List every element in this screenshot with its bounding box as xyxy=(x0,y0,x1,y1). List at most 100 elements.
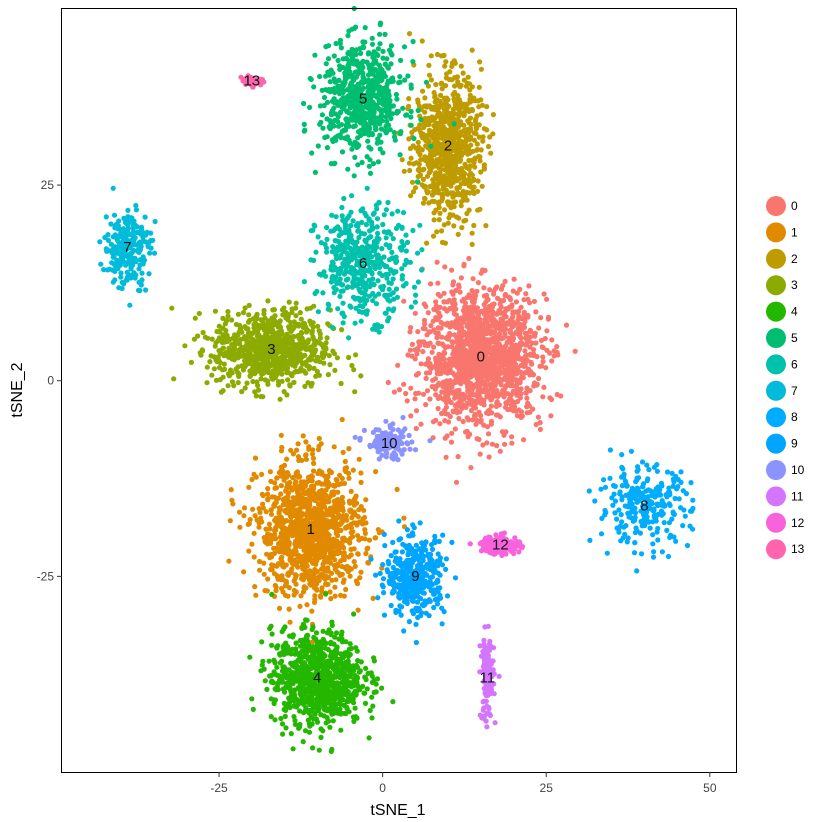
data-point xyxy=(275,643,281,649)
data-point xyxy=(290,550,296,556)
data-point xyxy=(455,190,461,196)
data-point xyxy=(500,283,506,289)
data-point xyxy=(337,706,343,712)
data-point xyxy=(261,571,267,577)
data-point xyxy=(312,505,318,512)
data-point xyxy=(362,700,369,707)
data-point xyxy=(512,399,518,406)
data-point xyxy=(317,340,323,346)
data-point xyxy=(256,506,262,512)
data-point xyxy=(484,394,490,400)
data-point xyxy=(466,120,472,126)
data-point xyxy=(471,222,477,229)
data-point xyxy=(360,683,366,690)
data-point xyxy=(316,747,322,753)
data-point xyxy=(225,383,231,389)
data-point xyxy=(516,407,522,413)
data-point xyxy=(469,157,475,163)
data-point xyxy=(273,499,279,505)
data-point xyxy=(537,426,544,432)
data-point xyxy=(448,190,454,196)
data-point xyxy=(265,491,271,497)
data-point xyxy=(489,441,496,447)
data-point xyxy=(353,352,359,358)
data-point xyxy=(277,540,283,546)
data-point xyxy=(241,505,248,511)
data-point xyxy=(329,489,335,495)
data-point xyxy=(307,489,313,495)
data-point xyxy=(277,396,283,402)
data-point xyxy=(346,475,352,481)
data-point xyxy=(423,133,429,139)
data-point xyxy=(434,229,440,235)
data-point xyxy=(441,207,448,213)
data-point xyxy=(335,513,341,519)
data-point xyxy=(355,533,361,539)
data-point xyxy=(249,541,255,547)
data-point xyxy=(442,63,448,69)
data-point xyxy=(511,276,517,282)
data-point xyxy=(260,505,266,511)
data-point xyxy=(469,241,475,247)
data-point xyxy=(297,721,303,728)
data-point xyxy=(420,200,427,206)
data-point xyxy=(220,315,226,321)
data-point xyxy=(434,259,440,265)
data-point xyxy=(226,373,232,379)
data-point xyxy=(346,354,352,361)
data-point xyxy=(318,494,324,500)
data-point xyxy=(451,348,457,354)
data-point xyxy=(408,155,414,161)
data-point xyxy=(436,340,442,346)
data-point xyxy=(327,362,333,368)
data-point xyxy=(246,484,252,490)
data-point xyxy=(538,315,544,321)
data-point xyxy=(466,255,472,262)
data-point xyxy=(456,399,463,405)
data-point xyxy=(477,451,483,457)
data-point xyxy=(306,446,312,452)
data-point xyxy=(347,507,353,514)
data-point xyxy=(446,161,452,167)
data-point xyxy=(422,321,428,327)
data-point xyxy=(439,389,445,395)
data-point xyxy=(515,354,522,360)
data-point xyxy=(323,591,329,597)
data-point xyxy=(527,344,533,350)
data-point xyxy=(318,503,324,509)
data-point xyxy=(537,363,543,369)
data-point xyxy=(470,177,477,183)
data-point xyxy=(244,339,250,345)
data-point xyxy=(428,53,434,59)
data-point xyxy=(515,308,522,314)
data-point xyxy=(239,389,245,395)
data-point xyxy=(331,703,337,710)
data-point xyxy=(362,690,368,696)
data-point xyxy=(558,393,564,399)
data-point xyxy=(395,362,401,368)
data-point xyxy=(448,305,455,311)
data-point xyxy=(415,173,421,180)
data-point xyxy=(385,379,391,386)
data-point xyxy=(479,183,485,189)
data-point xyxy=(295,369,301,375)
data-point xyxy=(313,373,319,379)
data-point xyxy=(446,333,452,340)
data-point xyxy=(285,313,291,319)
data-point xyxy=(373,469,379,475)
data-point xyxy=(457,122,464,128)
data-point xyxy=(484,440,490,446)
data-point xyxy=(509,434,515,440)
data-point xyxy=(474,309,480,315)
data-point xyxy=(515,365,521,371)
data-point xyxy=(256,334,262,341)
data-point xyxy=(353,714,359,720)
data-point xyxy=(396,387,403,393)
data-point xyxy=(311,515,317,521)
data-point xyxy=(241,569,247,575)
data-point xyxy=(477,59,483,65)
data-point xyxy=(467,136,473,142)
data-point xyxy=(346,498,352,504)
data-point xyxy=(455,454,461,460)
data-point xyxy=(275,561,281,567)
